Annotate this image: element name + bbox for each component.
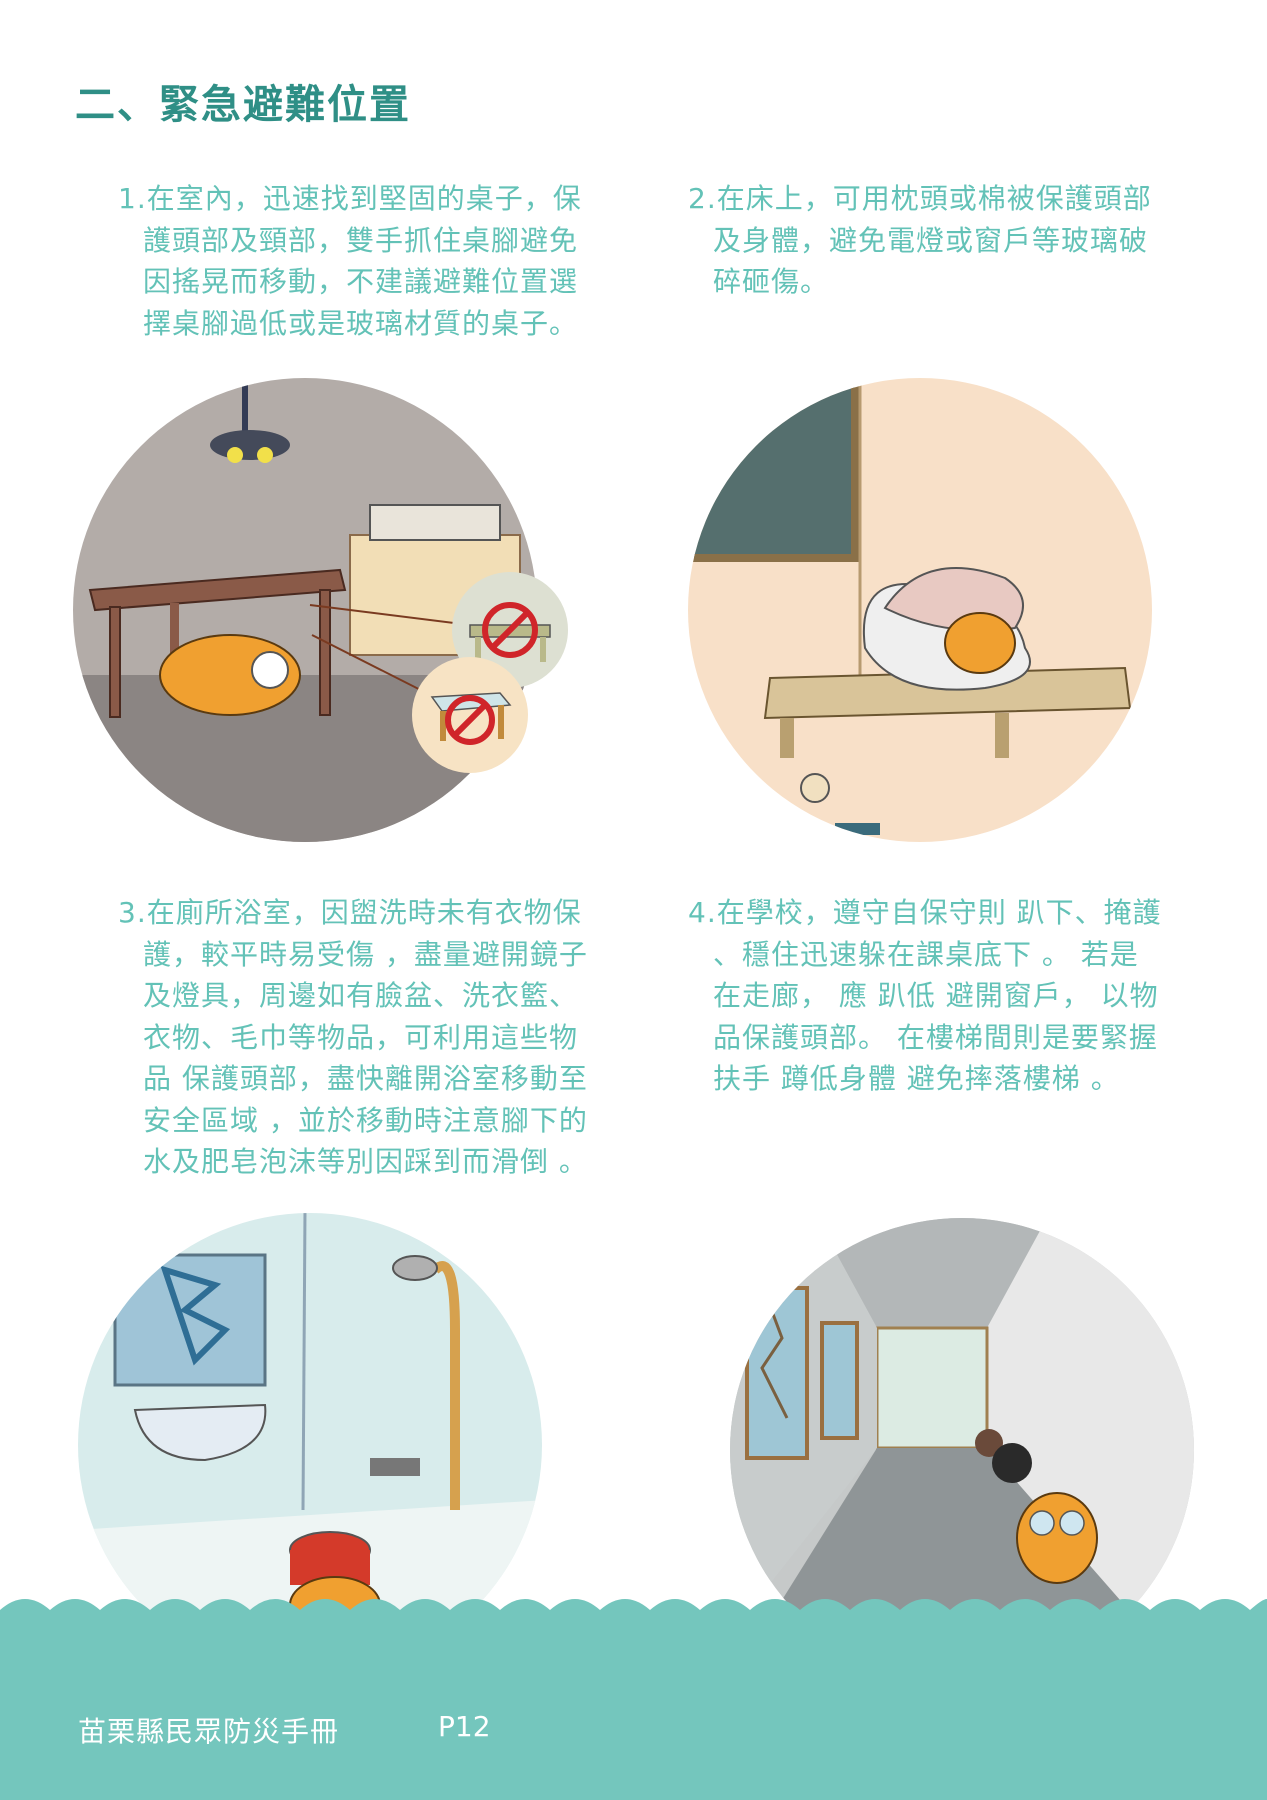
section-2-text: 2.在床上，可用枕頭或棉被保護頭部 及身體，避免電燈或窗戶等玻璃破 碎砸傷。: [688, 178, 1178, 303]
page-number: P12: [438, 1710, 491, 1743]
text-line: 及身體，避免電燈或窗戶等玻璃破: [713, 223, 1149, 257]
text-line: 擇桌腳過低或是玻璃材質的桌子。: [143, 306, 579, 340]
school-corridor-illustration: [730, 1218, 1194, 1682]
section-number: 1.: [118, 182, 147, 215]
text-line: 在走廊， 應 趴低 避開窗戶， 以物: [713, 979, 1159, 1012]
text-line: 、穩住迅速躲在課桌底下 。 若是: [713, 937, 1139, 971]
text-line: 安全區域 ，並於移動時注意腳下的: [143, 1103, 588, 1137]
text-line: 在床上，可用枕頭或棉被保護頭部: [716, 182, 1152, 215]
text-line: 護，較平時易受傷 ，盡量避開鏡子: [143, 937, 588, 971]
text-line: 品保護頭部。 在樓梯間則是要緊握: [713, 1020, 1158, 1054]
bed-shelter-illustration: [688, 378, 1152, 842]
footer-book-title: 苗栗縣民眾防災手冊: [78, 1715, 340, 1748]
section-1-text: 1.在室內，迅速找到堅固的桌子，保 護頭部及頸部，雙手抓住桌腳避免 因搖晃而移動…: [118, 178, 608, 344]
section-4-text: 4.在學校，遵守自保守則 趴下、掩護 、穩住迅速躲在課桌底下 。 若是 在走廊，…: [688, 892, 1188, 1100]
text-line: 及燈具，周邊如有臉盆、洗衣籃、: [143, 979, 579, 1012]
section-number: 2.: [688, 182, 717, 215]
text-line: 品 保護頭部，盡快離開浴室移動至: [143, 1062, 588, 1095]
text-line: 扶手 蹲低身體 避免摔落樓梯 。: [713, 1062, 1120, 1095]
text-line: 在室內，迅速找到堅固的桌子，保: [146, 182, 582, 215]
text-line: 碎砸傷。: [713, 265, 830, 298]
text-line: 水及肥皂泡沫等別因踩到而滑倒 。: [143, 1145, 588, 1178]
text-line: 護頭部及頸部，雙手抓住桌腳避免: [143, 223, 579, 257]
section-3-text: 3.在廁所浴室，因盥洗時未有衣物保 護，較平時易受傷 ，盡量避開鏡子 及燈具，周…: [118, 892, 618, 1183]
page-title: 二、緊急避難位置: [75, 82, 411, 128]
text-line: 衣物、毛巾等物品，可利用這些物: [143, 1020, 579, 1054]
text-line: 因搖晃而移動，不建議避難位置選: [143, 265, 579, 298]
footer-wave: [0, 1599, 1267, 1800]
section-number: 4.: [688, 896, 717, 929]
text-line: 在學校，遵守自保守則 趴下、掩護: [716, 896, 1162, 929]
section-number: 3.: [118, 896, 147, 929]
text-line: 在廁所浴室，因盥洗時未有衣物保: [146, 896, 582, 929]
table-shelter-illustration: [73, 378, 568, 842]
